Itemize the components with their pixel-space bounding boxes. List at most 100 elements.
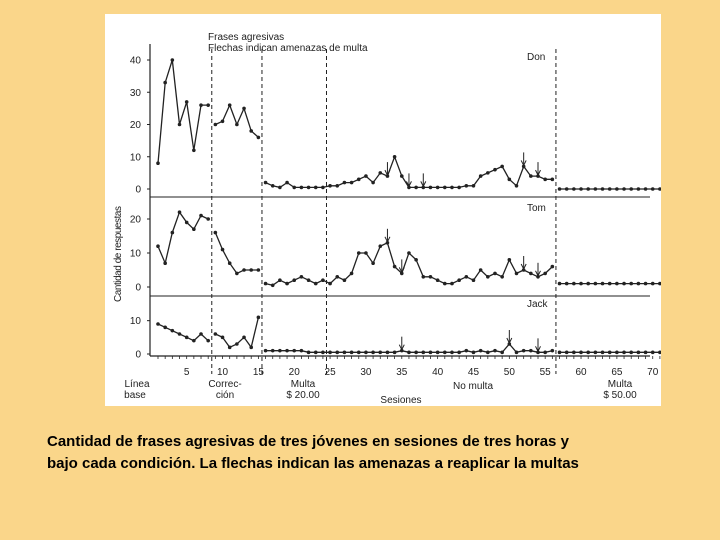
- data-point: [636, 350, 641, 355]
- data-point: [643, 281, 648, 286]
- data-point: [249, 345, 254, 350]
- data-point: [192, 338, 196, 343]
- panel-name-don: Don: [527, 52, 545, 63]
- data-point: [227, 261, 232, 265]
- data-point: [270, 348, 275, 353]
- data-point: [170, 328, 175, 333]
- caption-line-1: Cantidad de frases agresivas de tres jóv…: [47, 433, 569, 450]
- data-point: [249, 129, 254, 133]
- data-point: [600, 350, 605, 355]
- threat-arrow-head: [384, 169, 391, 177]
- y-tick-label: 20: [130, 215, 142, 226]
- data-point: [227, 345, 232, 350]
- data-point: [313, 350, 318, 355]
- data-point: [278, 278, 282, 283]
- data-point: [457, 350, 461, 355]
- data-point: [306, 185, 311, 190]
- data-point: [156, 322, 160, 326]
- data-point: [457, 185, 461, 190]
- data-point: [464, 275, 469, 279]
- data-point: [206, 217, 210, 221]
- data-point: [478, 174, 483, 178]
- data-point: [579, 187, 583, 191]
- phase-label-sub: ción: [216, 390, 234, 401]
- data-point: [629, 187, 634, 191]
- data-point: [278, 185, 282, 190]
- phase-label: Correc-: [208, 379, 241, 390]
- data-point: [507, 177, 512, 182]
- data-point: [478, 348, 483, 353]
- data-point: [263, 281, 268, 286]
- data-point: [564, 187, 569, 191]
- data-point: [199, 332, 203, 336]
- data-point: [500, 164, 504, 169]
- data-point: [285, 281, 289, 286]
- data-point: [650, 350, 655, 355]
- data-point: [579, 281, 583, 286]
- data-point: [342, 278, 347, 283]
- threat-arrow-head: [520, 160, 527, 167]
- data-point: [650, 281, 655, 286]
- y-tick-label: 0: [135, 350, 141, 361]
- data-point: [371, 261, 375, 265]
- x-tick-label: 30: [360, 367, 372, 378]
- threat-arrow-head: [535, 346, 541, 353]
- legend-aggressive: Frases agresivas: [208, 32, 284, 43]
- data-point: [364, 251, 368, 255]
- data-point: [435, 350, 440, 355]
- x-tick-label: 65: [611, 367, 623, 378]
- data-point: [378, 350, 383, 355]
- data-point: [378, 244, 383, 248]
- data-point: [486, 350, 490, 355]
- threat-arrow-head: [406, 181, 412, 188]
- data-point: [371, 350, 375, 355]
- data-point: [450, 185, 454, 190]
- data-point: [471, 350, 476, 355]
- data-point: [564, 281, 569, 286]
- data-point: [270, 183, 275, 188]
- data-point: [514, 350, 519, 355]
- data-point: [371, 180, 375, 185]
- data-point: [321, 278, 325, 283]
- data-point: [457, 278, 461, 283]
- data-point: [364, 174, 368, 178]
- data-point: [529, 271, 533, 276]
- data-point: [292, 185, 297, 190]
- data-point: [306, 350, 311, 355]
- data-point: [335, 183, 340, 188]
- data-point: [450, 350, 454, 355]
- data-point: [636, 281, 641, 286]
- x-axis-label: Sesiones: [380, 395, 421, 406]
- data-point: [572, 281, 576, 286]
- data-point: [356, 177, 361, 182]
- data-point: [428, 185, 433, 190]
- panel-name-jack: Jack: [527, 299, 549, 310]
- phase-label-sub: $ 20.00: [286, 390, 320, 401]
- data-point: [622, 350, 626, 355]
- behavior-chart: Frases agresivas Flechas indican amenazas…: [105, 14, 661, 406]
- x-tick-label: 5: [184, 367, 190, 378]
- data-point: [213, 122, 218, 127]
- data-point: [636, 187, 641, 191]
- data-point: [629, 350, 634, 355]
- data-point: [242, 335, 246, 340]
- data-point: [543, 350, 547, 355]
- data-point: [643, 187, 648, 191]
- data-point: [486, 171, 490, 175]
- data-point: [450, 281, 454, 286]
- data-point: [607, 350, 612, 355]
- data-point: [285, 180, 289, 185]
- data-point: [414, 185, 418, 190]
- data-point: [220, 247, 225, 252]
- data-point: [607, 187, 612, 191]
- x-tick-label: 45: [468, 367, 480, 378]
- data-point: [213, 332, 218, 336]
- x-tick-label: 10: [217, 367, 229, 378]
- data-point: [285, 348, 289, 353]
- y-tick-label: 10: [130, 249, 142, 260]
- data-point: [263, 348, 268, 353]
- data-point: [557, 350, 562, 355]
- data-point: [163, 325, 167, 330]
- y-tick-label: 0: [135, 185, 141, 196]
- data-point: [392, 350, 397, 355]
